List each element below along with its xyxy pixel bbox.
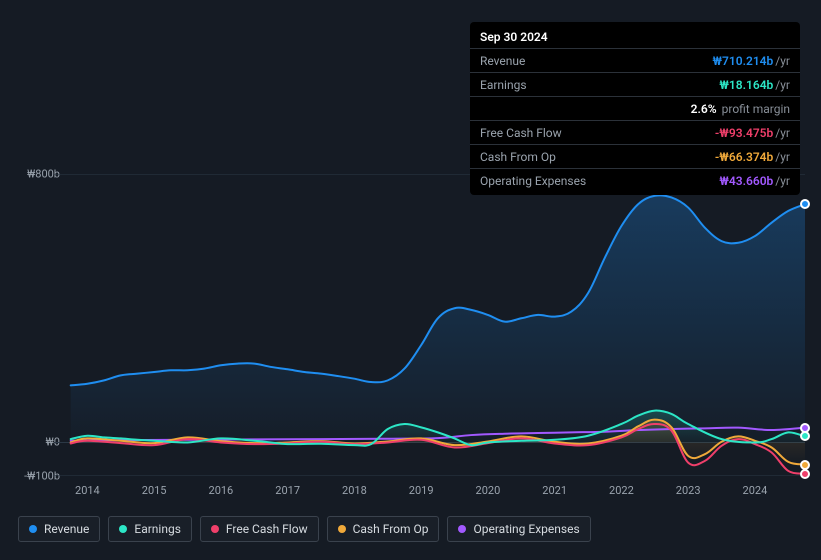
legend-item-fcf[interactable]: Free Cash Flow bbox=[200, 516, 319, 542]
x-tick-label: 2023 bbox=[676, 484, 701, 497]
x-tick-label: 2015 bbox=[142, 484, 167, 497]
legend-dot-icon bbox=[119, 525, 127, 533]
legend-dot-icon bbox=[29, 525, 37, 533]
legend-label: Operating Expenses bbox=[473, 522, 579, 536]
legend-dot-icon bbox=[458, 525, 466, 533]
plot-region[interactable] bbox=[54, 174, 805, 476]
tooltip-date: Sep 30 2024 bbox=[480, 30, 548, 44]
x-tick-label: 2020 bbox=[476, 484, 501, 497]
x-tick-label: 2014 bbox=[75, 484, 100, 497]
tooltip-date-row: Sep 30 2024 bbox=[470, 22, 800, 48]
x-tick-label: 2021 bbox=[542, 484, 567, 497]
legend-item-opex[interactable]: Operating Expenses bbox=[447, 516, 590, 542]
legend-label: Cash From Op bbox=[353, 522, 429, 536]
series-end-marker bbox=[800, 431, 810, 441]
tooltip-value: ₩43.660b/yr bbox=[719, 174, 790, 188]
tooltip-box: Sep 30 2024 Revenue ₩710.214b/yr Earning… bbox=[470, 22, 800, 195]
tooltip-value: 2.6% profit margin bbox=[691, 102, 790, 116]
chart-container: Sep 30 2024 Revenue ₩710.214b/yr Earning… bbox=[0, 0, 821, 560]
tooltip-row-revenue: Revenue ₩710.214b/yr bbox=[470, 48, 800, 72]
legend-dot-icon bbox=[338, 525, 346, 533]
legend-label: Free Cash Flow bbox=[226, 522, 308, 536]
legend-item-earnings[interactable]: Earnings bbox=[108, 516, 192, 542]
chart-area[interactable]: ₩800b₩0-₩100b bbox=[16, 160, 805, 476]
tooltip-row-fcf: Free Cash Flow -₩93.475b/yr bbox=[470, 120, 800, 144]
x-tick-label: 2018 bbox=[342, 484, 367, 497]
tooltip-label: Operating Expenses bbox=[480, 174, 586, 188]
tooltip-label: Cash From Op bbox=[480, 150, 556, 164]
series-end-marker bbox=[800, 199, 810, 209]
tooltip-label: Free Cash Flow bbox=[480, 126, 562, 140]
x-tick-label: 2024 bbox=[743, 484, 768, 497]
legend-item-revenue[interactable]: Revenue bbox=[18, 516, 100, 542]
tooltip-row-opex: Operating Expenses ₩43.660b/yr bbox=[470, 168, 800, 195]
tooltip-value: -₩93.475b/yr bbox=[715, 126, 790, 140]
x-tick-label: 2019 bbox=[409, 484, 434, 497]
legend: Revenue Earnings Free Cash Flow Cash Fro… bbox=[18, 516, 591, 542]
series-end-marker bbox=[800, 469, 810, 479]
tooltip-label: Earnings bbox=[480, 78, 527, 92]
tooltip-value: -₩66.374b/yr bbox=[715, 150, 790, 164]
tooltip-row-cfo: Cash From Op -₩66.374b/yr bbox=[470, 144, 800, 168]
x-axis-labels: 2014 2015 2016 2017 2018 2019 2020 2021 2022 2023… bbox=[54, 484, 805, 502]
legend-dot-icon bbox=[211, 525, 219, 533]
x-tick-label: 2022 bbox=[609, 484, 634, 497]
tooltip-label: Revenue bbox=[480, 54, 525, 68]
series-end-marker bbox=[800, 460, 810, 470]
chart-svg bbox=[54, 174, 805, 476]
legend-label: Earnings bbox=[134, 522, 181, 536]
x-tick-label: 2016 bbox=[209, 484, 234, 497]
x-tick-label: 2017 bbox=[275, 484, 300, 497]
tooltip-row-earnings: Earnings ₩18.164b/yr bbox=[470, 72, 800, 96]
tooltip-value: ₩18.164b/yr bbox=[719, 78, 790, 92]
tooltip-value: ₩710.214b/yr bbox=[712, 54, 790, 68]
legend-item-cfo[interactable]: Cash From Op bbox=[327, 516, 440, 542]
legend-label: Revenue bbox=[44, 522, 89, 536]
tooltip-row-margin: 2.6% profit margin bbox=[470, 96, 800, 120]
series-end-marker bbox=[800, 423, 810, 433]
